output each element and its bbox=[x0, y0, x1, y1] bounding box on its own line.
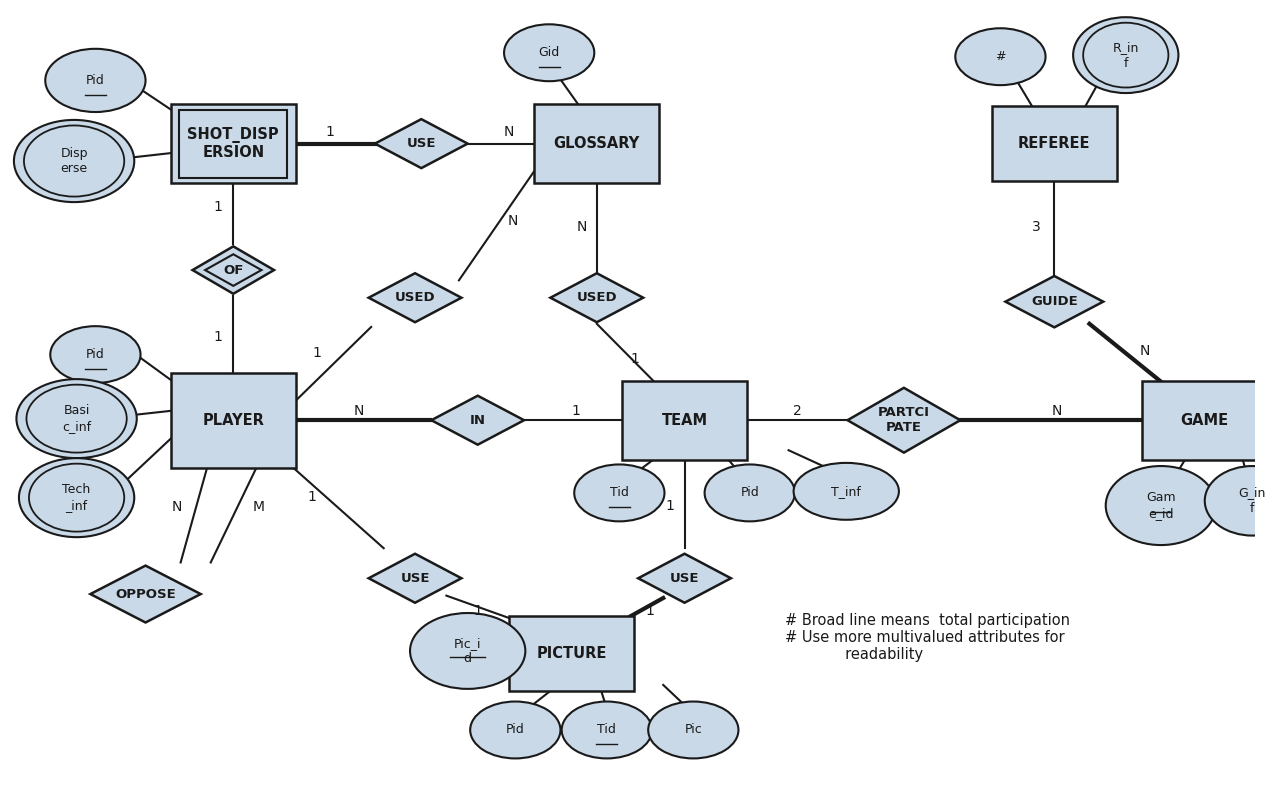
Ellipse shape bbox=[19, 458, 134, 537]
Text: Tid: Tid bbox=[610, 486, 629, 500]
Ellipse shape bbox=[574, 465, 664, 521]
Text: c_inf: c_inf bbox=[62, 420, 91, 433]
Ellipse shape bbox=[410, 613, 525, 689]
Polygon shape bbox=[1006, 276, 1103, 328]
Ellipse shape bbox=[1205, 466, 1268, 535]
Ellipse shape bbox=[562, 702, 652, 758]
Text: N: N bbox=[503, 125, 515, 139]
FancyBboxPatch shape bbox=[1142, 381, 1268, 460]
Text: OF: OF bbox=[223, 263, 243, 277]
FancyBboxPatch shape bbox=[171, 104, 295, 183]
Text: Pid: Pid bbox=[86, 348, 105, 361]
Text: PARTCI
PATE: PARTCI PATE bbox=[877, 406, 929, 435]
Text: Pic: Pic bbox=[685, 723, 702, 737]
Text: Pid: Pid bbox=[506, 723, 525, 737]
Ellipse shape bbox=[1073, 17, 1178, 93]
Ellipse shape bbox=[51, 326, 141, 383]
Polygon shape bbox=[847, 388, 960, 453]
Text: Pic_i: Pic_i bbox=[454, 637, 482, 649]
Polygon shape bbox=[369, 274, 462, 322]
Text: M: M bbox=[252, 500, 264, 514]
Text: N: N bbox=[171, 500, 183, 514]
Text: d: d bbox=[464, 653, 472, 665]
Text: 1: 1 bbox=[214, 200, 223, 214]
Polygon shape bbox=[90, 565, 200, 623]
Text: #: # bbox=[995, 50, 1006, 63]
FancyBboxPatch shape bbox=[508, 616, 634, 691]
Text: 1: 1 bbox=[645, 604, 654, 619]
Text: Pid: Pid bbox=[741, 486, 760, 500]
FancyBboxPatch shape bbox=[992, 106, 1117, 181]
Text: GUIDE: GUIDE bbox=[1031, 295, 1078, 308]
Polygon shape bbox=[193, 247, 274, 293]
Ellipse shape bbox=[14, 120, 134, 202]
Ellipse shape bbox=[955, 29, 1046, 85]
Text: TEAM: TEAM bbox=[662, 412, 708, 427]
Ellipse shape bbox=[1106, 466, 1216, 545]
Text: Disp: Disp bbox=[61, 147, 87, 159]
Text: e_id: e_id bbox=[1148, 507, 1174, 520]
Text: GAME: GAME bbox=[1181, 412, 1229, 427]
Text: N: N bbox=[354, 404, 364, 418]
Text: USE: USE bbox=[407, 137, 436, 150]
Text: N: N bbox=[1140, 343, 1150, 358]
Text: 3: 3 bbox=[1032, 220, 1041, 234]
Text: R_in: R_in bbox=[1112, 40, 1139, 54]
Text: OPPOSE: OPPOSE bbox=[115, 588, 176, 600]
Text: 1: 1 bbox=[308, 490, 317, 504]
Text: 1: 1 bbox=[313, 346, 322, 360]
Text: Gam: Gam bbox=[1146, 491, 1175, 504]
Ellipse shape bbox=[705, 465, 795, 521]
FancyBboxPatch shape bbox=[534, 104, 659, 183]
Ellipse shape bbox=[470, 702, 560, 758]
Text: USE: USE bbox=[670, 572, 699, 584]
Text: 1: 1 bbox=[326, 125, 335, 139]
Text: N: N bbox=[577, 220, 587, 234]
Text: USE: USE bbox=[401, 572, 430, 584]
Ellipse shape bbox=[794, 463, 899, 519]
Ellipse shape bbox=[46, 49, 146, 112]
Text: IN: IN bbox=[469, 414, 486, 427]
Ellipse shape bbox=[16, 379, 137, 458]
Polygon shape bbox=[638, 554, 730, 603]
FancyBboxPatch shape bbox=[171, 373, 295, 468]
Text: GLOSSARY: GLOSSARY bbox=[554, 136, 640, 151]
Polygon shape bbox=[550, 274, 643, 322]
Polygon shape bbox=[369, 554, 462, 603]
Text: 2: 2 bbox=[792, 404, 801, 418]
Text: 1: 1 bbox=[214, 330, 223, 344]
Text: REFEREE: REFEREE bbox=[1018, 136, 1090, 151]
Text: f: f bbox=[1250, 502, 1254, 515]
Text: # Broad line means  total participation
# Use more multivalued attributes for
  : # Broad line means total participation #… bbox=[785, 613, 1070, 662]
FancyBboxPatch shape bbox=[621, 381, 747, 460]
Text: f: f bbox=[1123, 56, 1129, 70]
Ellipse shape bbox=[648, 702, 738, 758]
Text: 1: 1 bbox=[630, 352, 639, 366]
Text: Basi: Basi bbox=[63, 404, 90, 417]
Text: Tid: Tid bbox=[597, 723, 616, 737]
Text: Tech: Tech bbox=[62, 483, 91, 496]
Text: G_in: G_in bbox=[1239, 486, 1265, 500]
Ellipse shape bbox=[505, 25, 595, 81]
Text: 1: 1 bbox=[571, 404, 579, 418]
Text: N: N bbox=[1051, 404, 1063, 418]
Text: 1: 1 bbox=[666, 499, 673, 512]
Text: SHOT_DISP
ERSION: SHOT_DISP ERSION bbox=[188, 127, 279, 160]
Polygon shape bbox=[375, 119, 468, 168]
Text: 1: 1 bbox=[473, 604, 482, 619]
Text: T_inf: T_inf bbox=[832, 485, 861, 498]
Polygon shape bbox=[431, 396, 524, 445]
Text: Gid: Gid bbox=[539, 46, 559, 59]
Text: _inf: _inf bbox=[66, 499, 87, 512]
Text: PLAYER: PLAYER bbox=[203, 412, 264, 427]
Text: erse: erse bbox=[61, 163, 87, 175]
Text: N: N bbox=[507, 214, 519, 228]
Text: USED: USED bbox=[394, 291, 435, 305]
Text: PICTURE: PICTURE bbox=[536, 646, 607, 661]
Text: Pid: Pid bbox=[86, 74, 105, 87]
Text: USED: USED bbox=[577, 291, 618, 305]
